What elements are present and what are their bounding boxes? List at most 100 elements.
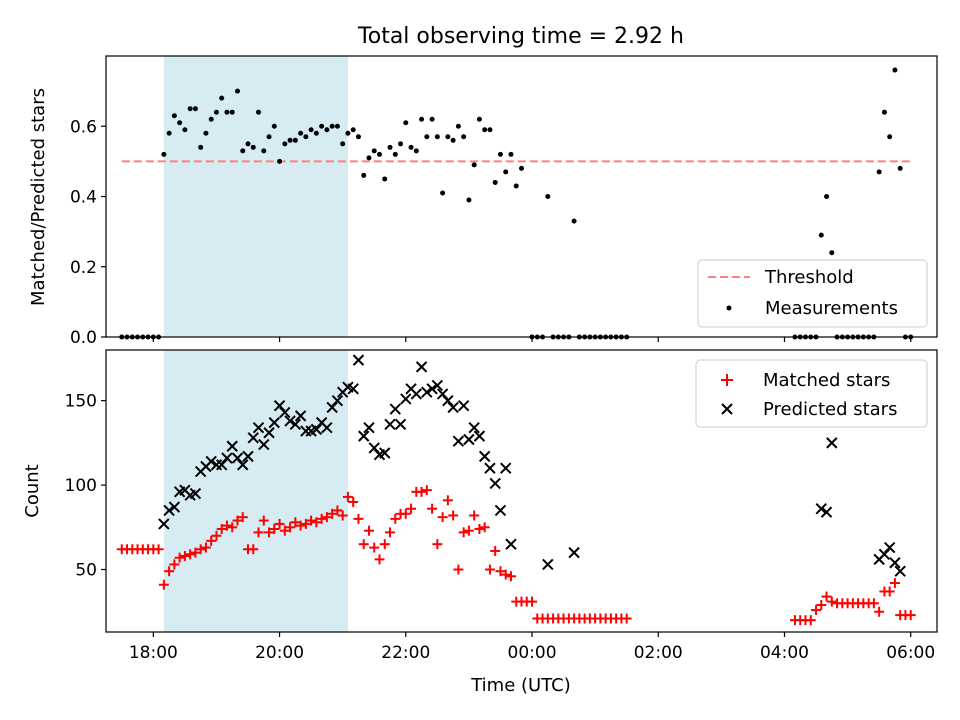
predicted-star-point [168, 501, 181, 513]
legend-measurements-label: Measurements [765, 298, 898, 319]
predicted-star-stroke-b [878, 548, 891, 561]
measurement-point [503, 169, 509, 175]
legend-predicted-swatch [721, 403, 733, 415]
predicted-star-stroke-b [505, 538, 517, 550]
predicted-star-point [568, 546, 580, 559]
predicted-star-stroke-b [542, 558, 554, 571]
matched-star-point [258, 515, 269, 526]
measurement-point [403, 120, 409, 126]
predicted-star-point [473, 430, 486, 442]
bottom-y-tick-label: 100 [65, 476, 97, 496]
top-shaded-region [163, 56, 348, 337]
measurement-point [376, 151, 382, 157]
bottom-y-tick-label: 150 [65, 392, 97, 412]
chart-title: Total observing time = 2.92 h [357, 24, 684, 49]
matched-star-point [290, 517, 301, 528]
predicted-star-point [500, 462, 512, 474]
predicted-star-point [331, 394, 344, 407]
measurement-point [256, 109, 262, 115]
predicted-star-point [878, 548, 891, 561]
measurement-point [350, 127, 356, 133]
measurement-point [887, 134, 893, 140]
x-tick-label: 06:00 [886, 643, 935, 663]
measurement-point [313, 130, 319, 136]
top-y-ticks: 0.0 0.2 0.4 0.6 [70, 117, 106, 348]
measurement-point [177, 120, 183, 126]
measurement-point [229, 109, 235, 115]
matched-star-point [316, 513, 327, 524]
matched-star-point [195, 544, 206, 555]
x-tick-label: 04:00 [760, 643, 809, 663]
x-axis-label: Time (UTC) [470, 675, 571, 696]
predicted-star-stroke-b [405, 383, 417, 395]
predicted-star-stroke-b [205, 455, 217, 468]
measurement-point [392, 151, 398, 157]
predicted-star-stroke-b [331, 394, 344, 407]
matched-star-point [342, 491, 353, 502]
legend-matched-swatch [721, 374, 733, 386]
predicted-star-stroke-b [347, 383, 359, 395]
matched-star-point [469, 510, 480, 521]
top-legend-box [697, 259, 928, 328]
matched-star-point [458, 527, 469, 538]
measurement-point [497, 151, 503, 157]
top-x-ticks [152, 337, 912, 342]
predicted-star-point [284, 415, 296, 427]
predicted-star-stroke-b [168, 501, 181, 513]
matched-star-point [216, 523, 227, 534]
predicted-star-stroke-b [421, 386, 433, 398]
matched-star-point [463, 525, 474, 536]
predicted-star-stroke-b [321, 421, 333, 434]
matched-star-point [427, 503, 438, 514]
predicted-star-stroke-b [252, 421, 265, 434]
x-tick-label: 18:00 [129, 643, 178, 663]
predicted-star-stroke-b [315, 416, 328, 429]
predicted-star-stroke-b [163, 504, 175, 517]
measurement-point [513, 183, 519, 189]
predicted-star-point [247, 432, 259, 444]
predicted-star-point [815, 503, 827, 515]
predicted-star-stroke-b [463, 433, 475, 446]
predicted-star-stroke-b [883, 541, 896, 554]
top-y-tick-label: 0.0 [70, 328, 97, 348]
matched-star-point [253, 527, 264, 538]
matched-star-point [169, 559, 180, 570]
matched-star-point [227, 522, 238, 533]
matched-star-point [348, 496, 359, 507]
matched-star-point [190, 547, 201, 558]
predicted-star-point [442, 394, 454, 407]
predicted-star-point [231, 452, 244, 464]
matched-star-point [811, 605, 822, 616]
predicted-star-stroke-b [815, 503, 827, 515]
predicted-star-point [457, 400, 470, 412]
predicted-star-stroke-b [310, 423, 323, 436]
predicted-star-point [226, 440, 238, 452]
bottom-axes-frame [105, 349, 938, 633]
x-tick-label: 00:00 [508, 643, 557, 663]
matched-star-point [211, 530, 222, 541]
predicted-star-point [216, 459, 228, 471]
matched-star-point [295, 520, 306, 531]
measurement-point [266, 134, 272, 140]
predicted-star-stroke-b [237, 459, 249, 471]
measurement-point [340, 141, 346, 147]
predicted-star-stroke-b [384, 418, 396, 431]
measurement-point [371, 148, 377, 154]
predicted-star-stroke-b [478, 450, 491, 463]
top-shaded-band [163, 56, 348, 337]
matched-star-point [269, 523, 280, 534]
measurement-point [271, 123, 277, 129]
matched-star-point [390, 513, 401, 524]
matched-star-point [185, 549, 196, 560]
measurement-point [355, 134, 361, 140]
predicted-star-point [252, 421, 265, 434]
predicted-star-stroke-b [489, 477, 501, 490]
measurement-point [382, 176, 388, 182]
predicted-star-point [289, 418, 302, 431]
bottom-legend-box [695, 359, 928, 428]
matched-star-point [285, 522, 296, 533]
top-legend: Threshold Measurements [697, 259, 928, 328]
matched-star-point [474, 523, 485, 534]
measurement-point [345, 130, 351, 136]
matched-star-point [164, 566, 175, 577]
